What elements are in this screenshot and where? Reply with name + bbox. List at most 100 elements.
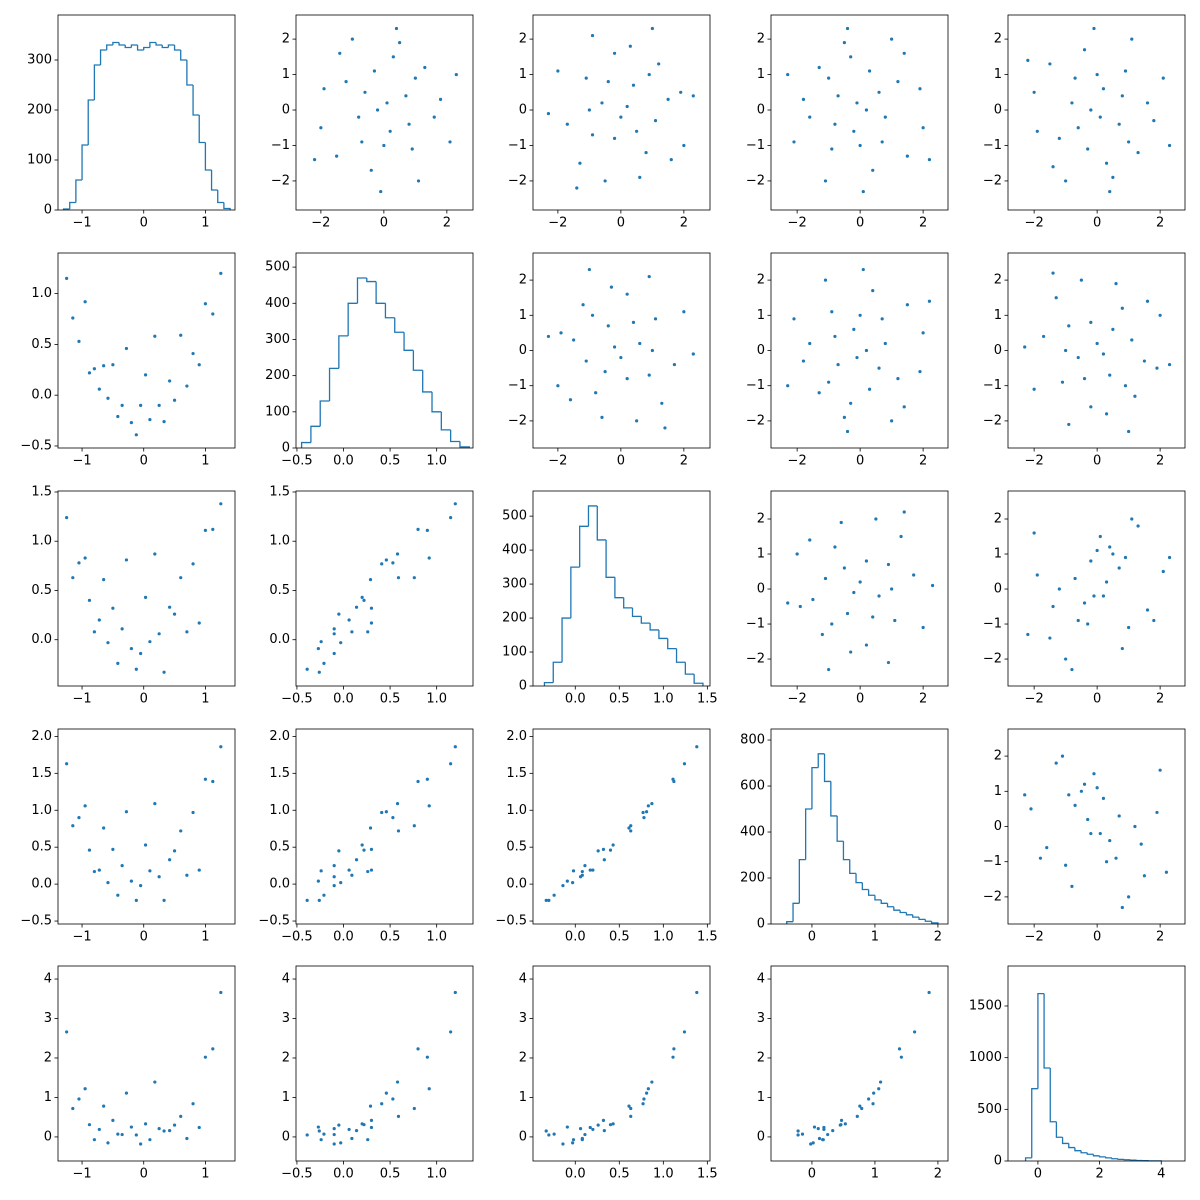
histogram-step xyxy=(440,411,451,431)
histogram-step xyxy=(596,505,607,541)
scatter-point xyxy=(1079,278,1083,282)
y-tick-label: 0.0 xyxy=(506,877,527,892)
scatter-point xyxy=(1123,384,1128,388)
y-tick-label: 1 xyxy=(282,67,290,82)
x-tick-label: 0.5 xyxy=(380,1167,401,1182)
scatter-point xyxy=(124,1091,129,1095)
scatter-point xyxy=(449,762,453,766)
y-tick-label: 0 xyxy=(757,582,765,597)
scatter-point xyxy=(71,576,75,580)
scatter-point xyxy=(1108,545,1112,549)
histogram-step xyxy=(658,629,668,640)
y-tick-label: 1 xyxy=(994,308,1002,323)
scatter-point xyxy=(890,419,894,423)
x-tick-label: 1.0 xyxy=(426,454,447,469)
scatter-point xyxy=(1035,573,1039,577)
scatter-point xyxy=(1152,119,1156,123)
scatter-point xyxy=(691,352,695,356)
scatter-point xyxy=(65,762,69,766)
scatter-point xyxy=(71,316,75,320)
scatter-point xyxy=(918,370,922,374)
scatter-point xyxy=(1082,782,1087,786)
scatter-point xyxy=(879,1080,883,1084)
x-tick-label: −2 xyxy=(1025,930,1044,945)
scatter-point xyxy=(1098,534,1102,539)
scatter-point xyxy=(682,762,687,766)
scatter-point xyxy=(880,317,884,321)
scatter-point xyxy=(368,826,373,830)
scatter-point xyxy=(596,849,600,853)
scatter-point xyxy=(124,810,129,814)
scatter-point xyxy=(92,869,96,874)
scatter-point xyxy=(871,289,875,293)
histogram-step xyxy=(811,766,819,810)
scatter-point xyxy=(106,396,110,400)
scatter-point xyxy=(820,632,824,637)
scatter-point xyxy=(606,80,610,84)
scatter-point xyxy=(1048,636,1052,640)
scatter-point xyxy=(1142,874,1146,878)
y-tick-label: −2 xyxy=(746,413,765,428)
y-tick-label: 100 xyxy=(27,153,52,168)
histogram-step xyxy=(422,370,433,393)
scatter-point xyxy=(845,611,850,616)
scatter-point xyxy=(396,576,401,580)
scatter-point xyxy=(575,186,579,190)
histogram-step xyxy=(649,623,659,631)
axes-frame xyxy=(1007,728,1186,925)
scatter-point xyxy=(162,670,166,674)
scatter-point xyxy=(449,515,453,520)
scatter-point xyxy=(134,667,138,671)
x-tick-label: 2 xyxy=(1095,1167,1103,1182)
y-tick-label: 0.5 xyxy=(506,840,527,855)
histogram-step xyxy=(300,441,311,448)
y-tick-label: 2 xyxy=(519,1050,527,1065)
histogram-step xyxy=(667,638,677,650)
histogram-step xyxy=(338,335,349,369)
scatter-point xyxy=(453,502,457,506)
scatter-point xyxy=(827,380,831,384)
x-tick-label: 0.5 xyxy=(380,692,401,707)
scatter-point xyxy=(896,80,900,84)
scatter-point xyxy=(384,810,388,814)
scatter-point xyxy=(641,810,645,815)
scatter-point xyxy=(203,528,207,532)
scatter-point xyxy=(427,804,431,808)
scatter-point xyxy=(849,650,853,654)
scatter-point xyxy=(129,646,133,651)
x-tick-label: 1 xyxy=(201,1167,209,1182)
scatter-point xyxy=(339,1141,343,1145)
x-tick-label: 1.0 xyxy=(426,1167,447,1182)
scatter-point xyxy=(811,597,815,602)
y-tick-label: 1 xyxy=(757,1090,765,1105)
scatter-point xyxy=(185,873,189,877)
y-tick-label: 1 xyxy=(994,784,1002,799)
scatter-point xyxy=(625,377,629,381)
scatter-point xyxy=(858,143,862,148)
scatter-point xyxy=(852,327,856,331)
x-tick-label: 2 xyxy=(443,216,451,231)
scatter-point xyxy=(1167,555,1172,560)
x-tick-label: 0.0 xyxy=(565,692,586,707)
scatter-point xyxy=(657,62,661,66)
scatter-point xyxy=(77,816,81,820)
scatter-point xyxy=(416,179,421,183)
scatter-point xyxy=(143,843,148,847)
y-tick-label: 2.0 xyxy=(269,729,290,744)
scatter-point xyxy=(162,1129,166,1133)
x-tick-label: −1 xyxy=(72,454,91,469)
scatter-point xyxy=(1127,895,1131,899)
scatter-point xyxy=(157,632,161,636)
histogram-step xyxy=(1049,1068,1057,1123)
scatter-point xyxy=(143,1122,148,1126)
scatter-point xyxy=(1130,37,1134,41)
y-tick-label: 0 xyxy=(994,103,1002,118)
histogram-step xyxy=(570,566,580,619)
scatter-point xyxy=(1086,817,1090,822)
x-tick-label: 2 xyxy=(919,454,927,469)
scatter-point xyxy=(92,367,96,371)
scatter-point xyxy=(1089,831,1093,836)
scatter-point xyxy=(168,858,172,862)
y-tick-label: 0 xyxy=(994,343,1002,358)
scatter-point xyxy=(886,660,891,665)
